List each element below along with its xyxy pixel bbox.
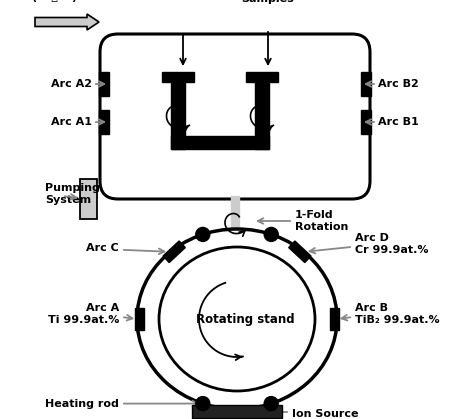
- Text: Arc B
TiB₂ 99.9at.%: Arc B TiB₂ 99.9at.%: [355, 303, 439, 325]
- Bar: [246, 72, 278, 82]
- Bar: [231, 196, 239, 244]
- Polygon shape: [330, 308, 339, 330]
- Text: Arc A
Ti 99.9at.%: Arc A Ti 99.9at.%: [47, 303, 119, 325]
- Ellipse shape: [159, 247, 315, 391]
- Text: Pumping
System: Pumping System: [45, 183, 100, 205]
- Text: Arc B2: Arc B2: [378, 79, 419, 89]
- Polygon shape: [163, 241, 185, 263]
- Bar: [361, 110, 371, 134]
- Text: Rotating stand: Rotating stand: [196, 313, 294, 326]
- Bar: [99, 72, 109, 96]
- Text: 1-Fold
Rotation: 1-Fold Rotation: [295, 210, 348, 232]
- Ellipse shape: [137, 229, 337, 409]
- Bar: [162, 72, 194, 82]
- Bar: [171, 136, 269, 149]
- Polygon shape: [289, 241, 311, 263]
- Bar: [171, 82, 185, 149]
- Text: Arc C: Arc C: [86, 243, 119, 253]
- Text: Ion Source: Ion Source: [292, 409, 358, 419]
- Polygon shape: [135, 308, 144, 330]
- Circle shape: [264, 396, 278, 411]
- Bar: [361, 72, 371, 96]
- Text: Samples: Samples: [242, 0, 294, 4]
- FancyArrow shape: [35, 14, 99, 30]
- Text: Arc D
Cr 99.9at.%: Arc D Cr 99.9at.%: [355, 233, 428, 255]
- Circle shape: [196, 396, 210, 411]
- Bar: [192, 405, 282, 418]
- Text: Arc B1: Arc B1: [378, 117, 419, 127]
- Text: Arc A2: Arc A2: [51, 79, 92, 89]
- Text: Arc A1: Arc A1: [51, 117, 92, 127]
- Bar: [255, 82, 269, 149]
- Text: Heating rod: Heating rod: [45, 398, 119, 409]
- Bar: [80, 179, 97, 219]
- Circle shape: [196, 228, 210, 241]
- Text: Gas
(Ar、N₂): Gas (Ar、N₂): [32, 0, 77, 2]
- Bar: [99, 110, 109, 134]
- Circle shape: [264, 228, 278, 241]
- FancyBboxPatch shape: [100, 34, 370, 199]
